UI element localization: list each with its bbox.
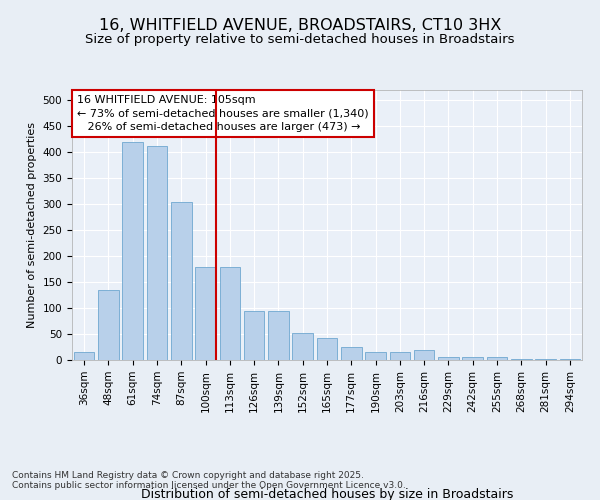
Bar <box>244 310 265 360</box>
Bar <box>365 352 386 360</box>
Bar <box>98 290 119 360</box>
Bar <box>438 358 459 360</box>
Bar <box>220 266 240 360</box>
Bar <box>560 359 580 360</box>
Bar <box>292 333 313 360</box>
Bar <box>74 352 94 360</box>
Bar <box>317 338 337 360</box>
Bar <box>535 359 556 360</box>
X-axis label: Distribution of semi-detached houses by size in Broadstairs: Distribution of semi-detached houses by … <box>141 488 513 500</box>
Bar <box>463 357 483 360</box>
Bar <box>414 350 434 360</box>
Bar <box>511 359 532 360</box>
Bar <box>146 146 167 360</box>
Text: Contains HM Land Registry data © Crown copyright and database right 2025.
Contai: Contains HM Land Registry data © Crown c… <box>12 470 406 490</box>
Bar <box>122 142 143 360</box>
Bar <box>171 202 191 360</box>
Y-axis label: Number of semi-detached properties: Number of semi-detached properties <box>27 122 37 328</box>
Text: 16 WHITFIELD AVENUE: 105sqm
← 73% of semi-detached houses are smaller (1,340)
  : 16 WHITFIELD AVENUE: 105sqm ← 73% of sem… <box>77 96 369 132</box>
Bar <box>487 357 508 360</box>
Bar <box>195 266 216 360</box>
Bar <box>389 352 410 360</box>
Text: Size of property relative to semi-detached houses in Broadstairs: Size of property relative to semi-detach… <box>85 34 515 46</box>
Bar <box>268 310 289 360</box>
Text: 16, WHITFIELD AVENUE, BROADSTAIRS, CT10 3HX: 16, WHITFIELD AVENUE, BROADSTAIRS, CT10 … <box>99 18 501 32</box>
Bar <box>341 347 362 360</box>
